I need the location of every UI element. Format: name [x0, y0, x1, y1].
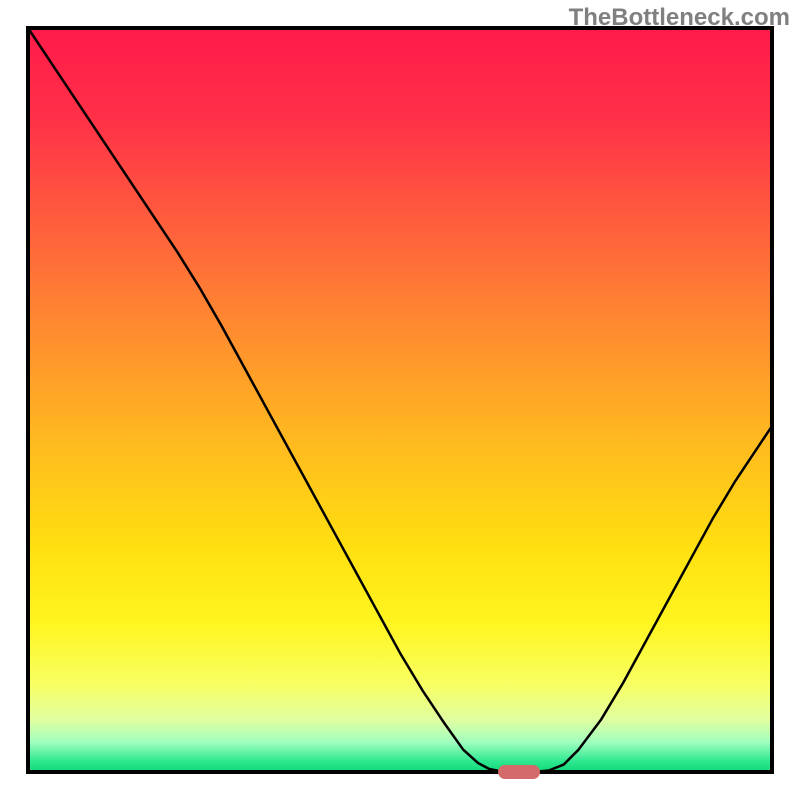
watermark-text: TheBottleneck.com — [569, 4, 790, 32]
chart-background — [28, 28, 772, 772]
chart-svg — [0, 0, 800, 800]
optimal-marker — [498, 765, 540, 779]
bottleneck-chart — [0, 0, 800, 800]
